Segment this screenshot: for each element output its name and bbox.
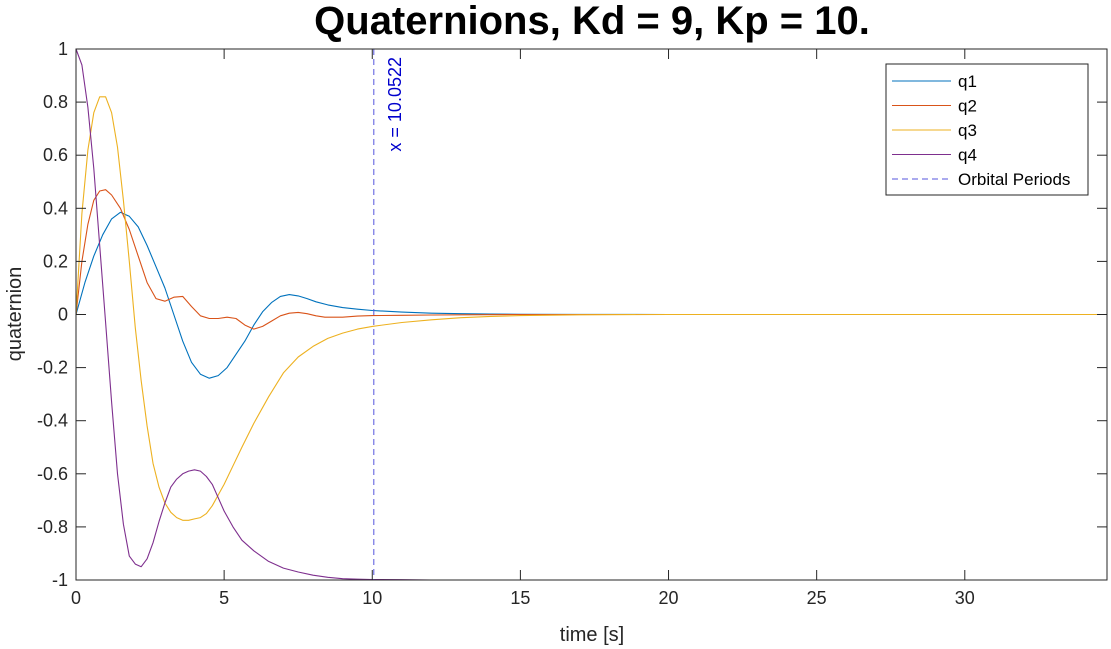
legend-entry-label: q2 <box>958 97 977 116</box>
y-tick-label: 0.4 <box>43 198 68 218</box>
legend-entry-label: q1 <box>958 72 977 91</box>
x-tick-label: 30 <box>955 588 975 608</box>
x-axis-label: time [s] <box>560 624 624 646</box>
x-tick-label: 20 <box>659 588 679 608</box>
x-tick-label: 5 <box>219 588 229 608</box>
y-tick-label: 1 <box>58 39 68 59</box>
y-tick-label: -0.6 <box>37 464 68 484</box>
series-line-q3 <box>75 96 1107 521</box>
legend-entry-label: q3 <box>958 121 977 140</box>
y-tick-label: -0.2 <box>37 358 68 378</box>
series-line-q2 <box>75 189 1107 330</box>
series-line-q1 <box>75 211 1107 379</box>
y-tick-label: 0.6 <box>43 145 68 165</box>
y-tick-label: 0.2 <box>43 251 68 271</box>
orbital-period-label: x = 10.0522 <box>385 57 405 152</box>
y-tick-label: 0.8 <box>43 92 68 112</box>
y-tick-label: -1 <box>52 570 68 590</box>
legend: q1 q2 q3 q4 Orbital Periods <box>885 63 1089 196</box>
legend-entry-label: q4 <box>958 146 977 165</box>
y-tick-label: -0.4 <box>37 411 68 431</box>
x-tick-label: 10 <box>362 588 382 608</box>
x-tick-label: 15 <box>510 588 530 608</box>
legend-entry-label: Orbital Periods <box>958 170 1070 189</box>
y-tick-label: -0.8 <box>37 517 68 537</box>
chart-title: Quaternions, Kd = 9, Kp = 10. <box>314 0 870 43</box>
y-tick-label: 0 <box>58 305 68 325</box>
x-tick-label: 25 <box>807 588 827 608</box>
y-axis-label: quaternion <box>4 267 26 362</box>
x-tick-label: 0 <box>71 588 81 608</box>
